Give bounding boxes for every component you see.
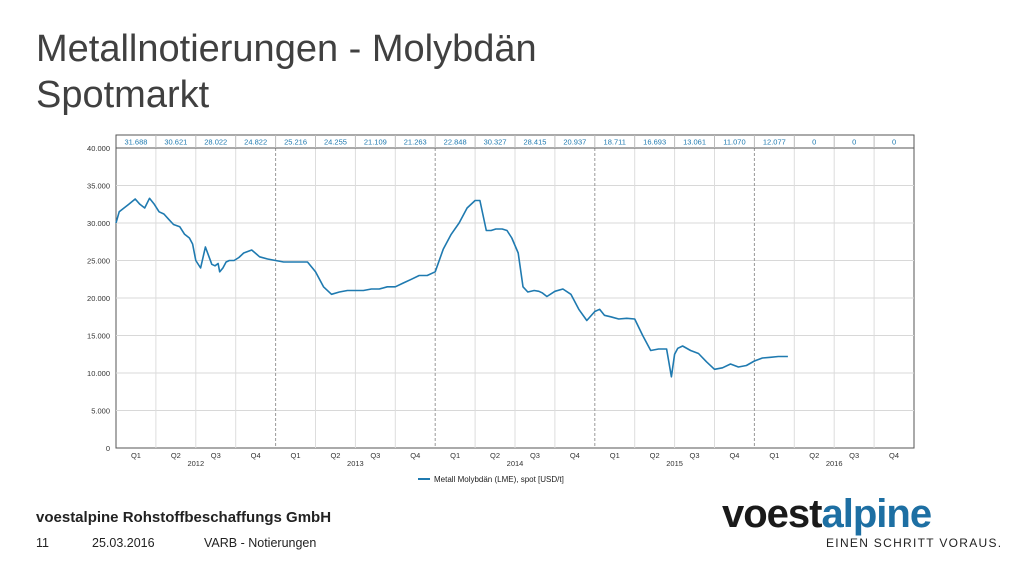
x-quarter-label: Q1: [450, 451, 460, 460]
x-quarter-label: Q1: [769, 451, 779, 460]
x-quarter-label: Q2: [330, 451, 340, 460]
y-tick-label: 35.000: [87, 182, 110, 191]
x-quarter-label: Q2: [650, 451, 660, 460]
quarter-average-label: 28.415: [523, 138, 546, 147]
x-quarter-label: Q4: [729, 451, 739, 460]
quarter-average-label: 28.022: [204, 138, 227, 147]
x-quarter-label: Q1: [291, 451, 301, 460]
quarter-average-label: 20.937: [563, 138, 586, 147]
x-quarter-label: Q3: [530, 451, 540, 460]
quarter-average-label: 21.109: [364, 138, 387, 147]
y-tick-label: 20.000: [87, 294, 110, 303]
quarter-average-label: 11.070: [723, 138, 745, 147]
quarter-average-label: 0: [852, 138, 856, 147]
x-quarter-label: Q4: [410, 451, 420, 460]
x-quarter-label: Q1: [131, 451, 141, 460]
company-name: voestalpine Rohstoffbeschaffungs GmbH: [36, 509, 332, 526]
y-tick-label: 40.000: [87, 144, 110, 153]
quarter-average-label: 12.077: [763, 138, 786, 147]
legend-label: Metall Molybdän (LME), spot [USD/t]: [434, 475, 564, 484]
x-quarter-label: Q4: [570, 451, 580, 460]
y-tick-label: 5.000: [91, 407, 110, 416]
y-tick-label: 10.000: [87, 369, 110, 378]
quarter-average-label: 21.263: [404, 138, 427, 147]
x-quarter-label: Q4: [889, 451, 899, 460]
slide-title-line1: Metallnotierungen - Molybdän: [36, 28, 537, 70]
page-number: 11: [36, 536, 49, 550]
quarter-average-label: 13.061: [683, 138, 706, 147]
y-tick-label: 25.000: [87, 257, 110, 266]
quarter-average-label: 24.822: [244, 138, 267, 147]
x-year-label: 2012: [187, 459, 204, 468]
x-year-label: 2016: [826, 459, 843, 468]
quarter-average-label: 25.216: [284, 138, 307, 147]
logo-tagline: EINEN SCHRITT VORAUS.: [826, 536, 1003, 550]
x-year-label: 2013: [347, 459, 364, 468]
x-quarter-label: Q2: [490, 451, 500, 460]
y-tick-label: 15.000: [87, 332, 110, 341]
x-quarter-label: Q1: [610, 451, 620, 460]
footer-date: 25.03.2016: [92, 536, 155, 550]
slide-title-line2: Spotmarkt: [36, 74, 210, 116]
molybdenum-price-line: [115, 197, 788, 378]
slide-title: Metallnotierungen - Molybdän Spotmarkt: [36, 26, 537, 118]
x-quarter-label: Q2: [171, 451, 181, 460]
x-quarter-label: Q3: [849, 451, 859, 460]
quarter-average-label: 30.327: [484, 138, 507, 147]
x-quarter-label: Q4: [251, 451, 261, 460]
logo-text-voest: voest: [722, 492, 822, 536]
quarter-average-label: 18.711: [604, 138, 626, 147]
x-quarter-label: Q2: [809, 451, 819, 460]
logo-text-alpine: alpine: [821, 492, 933, 536]
quarter-average-label: 22.848: [444, 138, 467, 147]
quarter-average-label: 31.688: [124, 138, 147, 147]
x-quarter-label: Q3: [370, 451, 380, 460]
y-tick-label: 0: [106, 444, 110, 453]
x-year-label: 2014: [507, 459, 524, 468]
footer-section: VARB - Notierungen: [204, 536, 317, 550]
x-year-label: 2015: [666, 459, 683, 468]
quarter-average-label: 16.693: [643, 138, 666, 147]
quarter-average-label: 0: [892, 138, 896, 147]
x-quarter-label: Q3: [211, 451, 221, 460]
quarter-average-label: 24.255: [324, 138, 347, 147]
y-tick-label: 30.000: [87, 219, 110, 228]
voestalpine-logo: voestalpine: [722, 490, 933, 538]
quarter-average-label: 0: [812, 138, 816, 147]
quarter-average-label: 30.621: [164, 138, 187, 147]
x-quarter-label: Q3: [690, 451, 700, 460]
